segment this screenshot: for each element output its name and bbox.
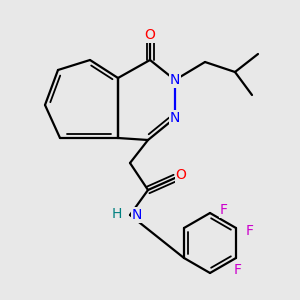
Text: O: O [145, 28, 155, 42]
Text: N: N [132, 208, 142, 222]
Text: F: F [246, 224, 254, 238]
Text: N: N [170, 73, 180, 87]
Text: F: F [234, 263, 242, 277]
Text: H: H [112, 207, 122, 221]
Text: N: N [170, 111, 180, 125]
Text: F: F [220, 203, 228, 217]
Text: O: O [176, 168, 186, 182]
